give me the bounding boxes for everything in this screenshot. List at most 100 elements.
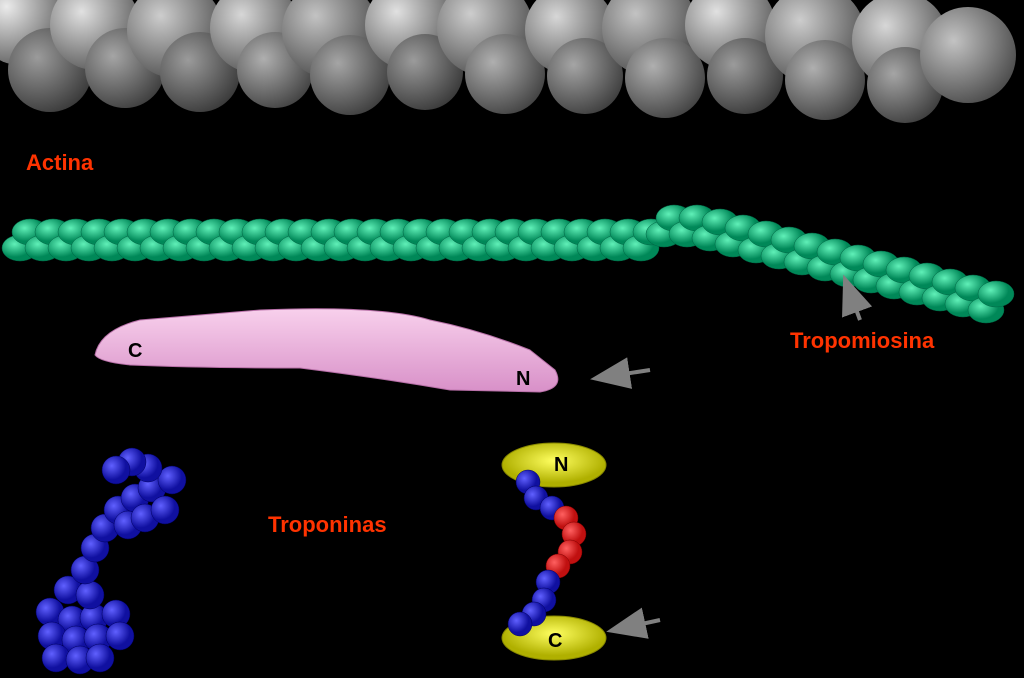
- tropomyosin-unit: [840, 245, 876, 271]
- c-terminal-label-1: C: [128, 340, 142, 363]
- tropomyosin-unit: [25, 235, 61, 261]
- troponin-sphere: [66, 646, 94, 674]
- troponin-sphere: [138, 474, 166, 502]
- tropomyosin-unit: [186, 235, 222, 261]
- tropomyosin-unit: [370, 235, 406, 261]
- troponin-sphere: [106, 622, 134, 650]
- troponin-chain-sphere: [524, 486, 548, 510]
- tropomyosin-unit: [265, 219, 301, 245]
- tropomyosin-unit: [554, 235, 590, 261]
- tropomyosin-unit: [485, 235, 521, 261]
- tropomyosin-unit: [577, 235, 613, 261]
- tropomyosin-unit: [807, 255, 843, 281]
- tropomyosin-unit: [196, 219, 232, 245]
- troponin-sphere: [58, 606, 86, 634]
- troponin-sphere: [91, 514, 119, 542]
- tropomyosin-unit: [288, 219, 324, 245]
- tropomyosin-unit: [242, 219, 278, 245]
- n-terminal-label-1: N: [516, 368, 530, 391]
- tropomyosin-unit: [692, 225, 728, 251]
- tropomyosin-unit: [334, 219, 370, 245]
- tropomyosin-unit: [968, 297, 1004, 323]
- tropomyosin-unit: [669, 221, 705, 247]
- tropomiosina-label: Tropomiosina: [790, 328, 934, 354]
- tropomyosin-unit: [462, 235, 498, 261]
- tropomyosin-unit: [922, 285, 958, 311]
- troponin-sphere: [80, 604, 108, 632]
- tropomyosin-unit: [117, 235, 153, 261]
- troponin-sphere: [114, 511, 142, 539]
- tropomyosin-unit: [771, 227, 807, 253]
- tropomyosin-unit: [403, 219, 439, 245]
- tropomyosin-unit: [978, 281, 1014, 307]
- tropomyosin-unit: [610, 219, 646, 245]
- tropomyosin-unit: [646, 221, 682, 247]
- tropomyosin-unit: [426, 219, 462, 245]
- tropomyosin-unit: [886, 257, 922, 283]
- troponin-sphere: [54, 576, 82, 604]
- n-terminal-label-2: N: [554, 454, 568, 477]
- troponin-sphere: [134, 454, 162, 482]
- tropomyosin-unit: [347, 235, 383, 261]
- tropomyosin-unit: [830, 261, 866, 287]
- tropomyosin-unit: [472, 219, 508, 245]
- troponin-sphere: [102, 456, 130, 484]
- tropomyosin-unit: [518, 219, 554, 245]
- tropomyosin-unit: [623, 235, 659, 261]
- troponin-sphere: [118, 448, 146, 476]
- tropomyosin-unit: [12, 219, 48, 245]
- tropomyosin-unit: [679, 205, 715, 231]
- troponin-sphere: [102, 600, 130, 628]
- tropomyosin-unit: [794, 233, 830, 259]
- tropomyosin-unit: [393, 235, 429, 261]
- troponin-sphere: [131, 504, 159, 532]
- tropomyosin-unit: [702, 209, 738, 235]
- troponinas-label: Troponinas: [268, 512, 387, 538]
- pointer-arrow: [598, 370, 650, 378]
- troponin-sphere: [151, 496, 179, 524]
- tropomyosin-unit: [449, 219, 485, 245]
- troponin-chain-sphere: [536, 570, 560, 594]
- troponin-sphere: [86, 644, 114, 672]
- tropomyosin-unit: [58, 219, 94, 245]
- pointer-arrow: [614, 620, 660, 630]
- troponin-sphere: [62, 626, 90, 654]
- troponin-sphere: [81, 534, 109, 562]
- tropomyosin-unit: [81, 219, 117, 245]
- tropomyosin-unit: [311, 219, 347, 245]
- troponin-sphere: [121, 484, 149, 512]
- tropomyosin-unit: [899, 279, 935, 305]
- tropomyosin-unit: [150, 219, 186, 245]
- actin-monomer: [920, 7, 1016, 103]
- tropomyosin-unit: [541, 219, 577, 245]
- tropomyosin-unit: [71, 235, 107, 261]
- actina-label: Actina: [26, 150, 93, 176]
- tropomyosin-unit: [508, 235, 544, 261]
- tropomyosin-unit: [909, 263, 945, 289]
- tropomyosin-unit: [656, 205, 692, 231]
- tropomyosin-unit: [587, 219, 623, 245]
- tropomyosin-unit: [416, 235, 452, 261]
- tropomyosin-unit: [853, 267, 889, 293]
- tropomyosin-unit: [761, 243, 797, 269]
- tropomyosin-unit: [439, 235, 475, 261]
- tropomyosin-unit: [876, 273, 912, 299]
- tropomyosin-unit: [564, 219, 600, 245]
- tropomyosin-unit: [104, 219, 140, 245]
- pointer-arrow: [846, 282, 860, 320]
- tropomyosin-unit: [48, 235, 84, 261]
- troponin-sphere: [71, 556, 99, 584]
- tropomyosin-unit: [209, 235, 245, 261]
- tropomyosin-unit: [738, 237, 774, 263]
- tropomyosin-unit: [35, 219, 71, 245]
- troponin-chain-sphere: [554, 506, 578, 530]
- troponin-chain-sphere: [540, 496, 564, 520]
- troponin-chain-sphere: [532, 588, 556, 612]
- tropomyosin-unit: [278, 235, 314, 261]
- tropomyosin-unit: [301, 235, 337, 261]
- tropomyosin-unit: [725, 215, 761, 241]
- tropomyosin-unit: [2, 235, 38, 261]
- troponin-sphere: [84, 624, 112, 652]
- tropomyosin-unit: [633, 219, 669, 245]
- tropomyosin-unit: [748, 221, 784, 247]
